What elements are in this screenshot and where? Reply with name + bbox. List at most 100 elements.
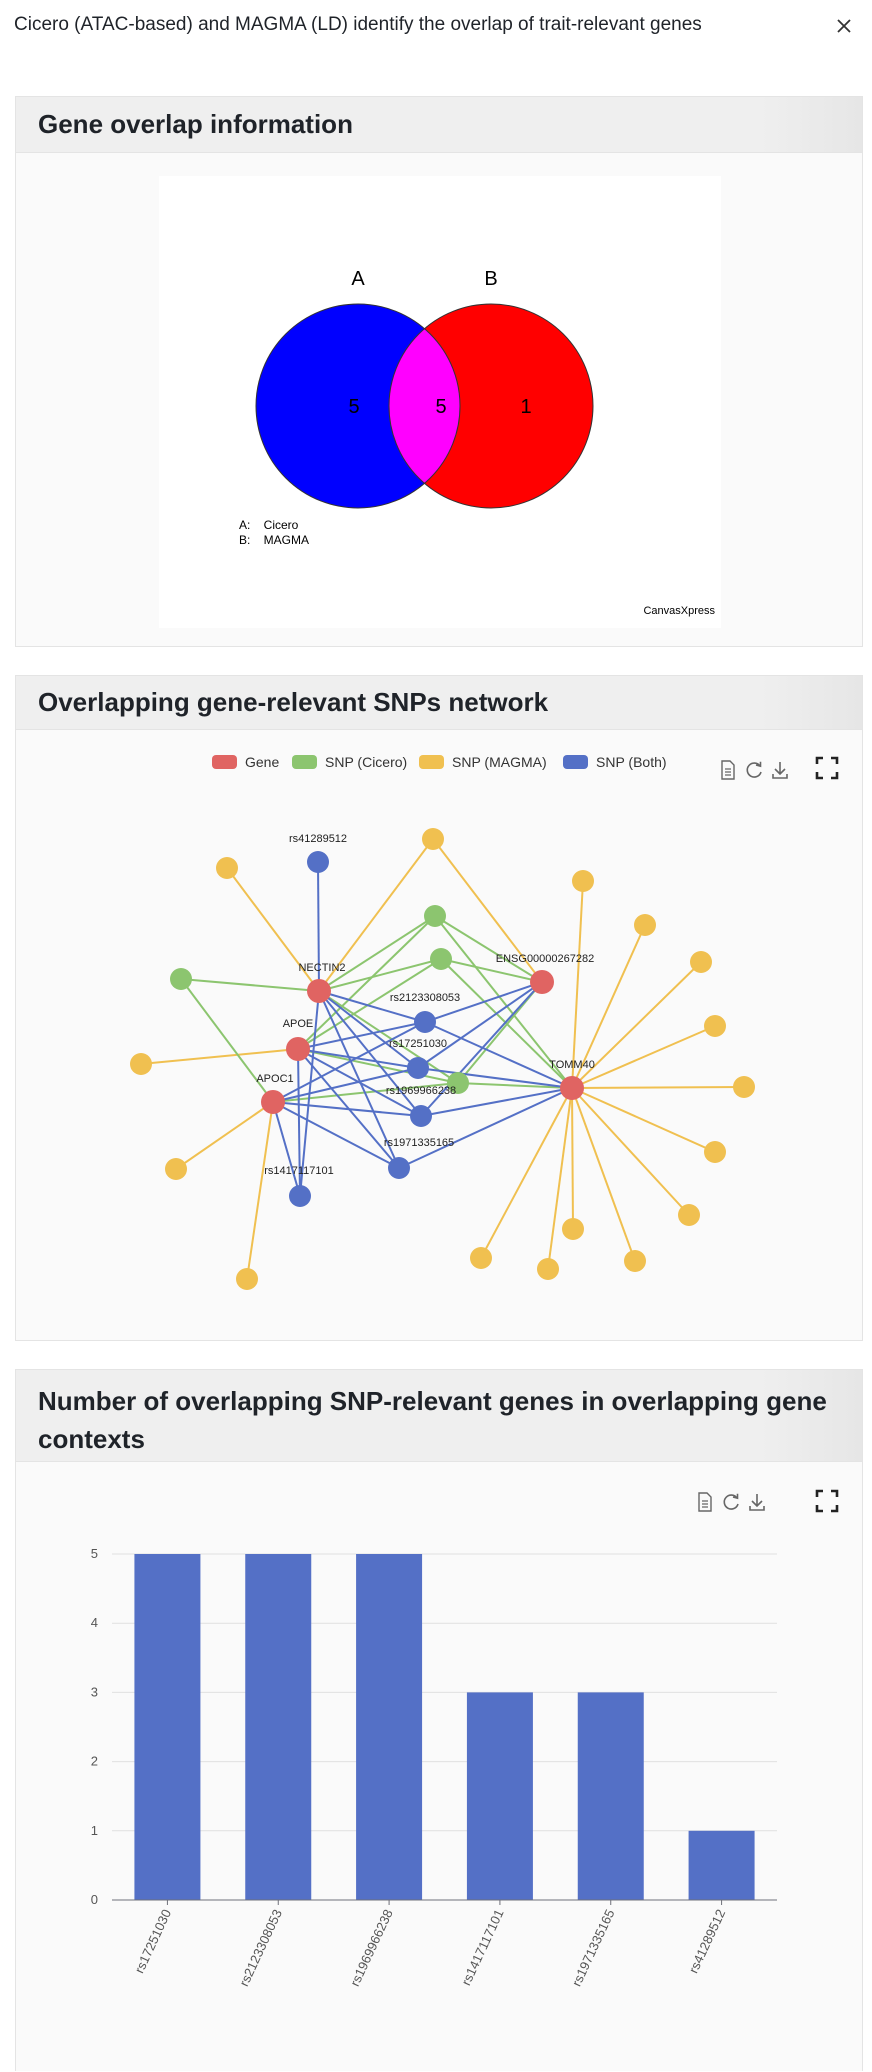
snp-node-rs41289512[interactable]: [307, 851, 329, 873]
snp-magma-node[interactable]: [470, 1247, 492, 1269]
snp-magma-node[interactable]: [678, 1204, 700, 1226]
snp-cicero-node[interactable]: [447, 1072, 469, 1094]
snp-magma-node[interactable]: [216, 857, 238, 879]
gene-node-nectin2[interactable]: [307, 979, 331, 1003]
only-b-count: 1: [520, 396, 531, 418]
node-label-rs1417117101: rs1417117101: [264, 1165, 334, 1177]
snp-magma-node[interactable]: [733, 1076, 755, 1098]
bar-card-title-line1: Number of overlapping SNP-relevant genes…: [38, 1386, 827, 1416]
snp-magma-node[interactable]: [236, 1268, 258, 1290]
snp-node-rs1969966238[interactable]: [410, 1105, 432, 1127]
snp-magma-node[interactable]: [624, 1250, 646, 1272]
snp-magma-node[interactable]: [562, 1218, 584, 1240]
snp-cicero-node[interactable]: [424, 905, 446, 927]
network-legend: Gene SNP (Cicero) SNP (MAGMA) SNP (Both): [212, 754, 667, 770]
snp-magma-node[interactable]: [704, 1015, 726, 1037]
node-label-rs2123308053: rs2123308053: [390, 992, 460, 1004]
snp-magma-node[interactable]: [422, 828, 444, 850]
venn-card: Gene overlap information A B 5 5 1 A: Ci…: [15, 96, 863, 647]
x-tick-label: rs2123308053: [236, 1907, 285, 1989]
venn-diagram: A B 5 5 1 A: Cicero B: MAGMA CanvasXpres…: [159, 176, 721, 628]
snp-node-rs1971335165[interactable]: [388, 1157, 410, 1179]
canvasxpress-brand: CanvasXpress: [643, 605, 715, 617]
overlap-region: [389, 304, 460, 508]
bar-card-title-line2: contexts: [38, 1424, 145, 1454]
snp-node-rs17251030[interactable]: [407, 1057, 429, 1079]
snp-magma-node[interactable]: [634, 914, 656, 936]
bar-rs1969966238[interactable]: [356, 1554, 423, 1900]
restore-icon[interactable]: [744, 760, 764, 780]
x-tick-label: rs1969966238: [347, 1907, 396, 1989]
bar-chart: 0 1 2 3 4 5 rs17251030 rs2123308053 rs1969966238…: [91, 1546, 777, 1989]
legend-b: B: MAGMA: [239, 533, 309, 547]
y-tick-label: 3: [91, 1684, 98, 1699]
snp-magma-node[interactable]: [572, 870, 594, 892]
gene-node-ensg00000267282[interactable]: [530, 970, 554, 994]
modal-title: Cicero (ATAC-based) and MAGMA (LD) ident…: [14, 14, 702, 35]
venn-card-title: Gene overlap information: [38, 109, 353, 139]
bar-restore-icon[interactable]: [721, 1492, 741, 1512]
fullscreen-icon[interactable]: [815, 756, 839, 780]
bar-rs1417117101[interactable]: [466, 1692, 533, 1900]
x-tick-label: rs41289512: [686, 1907, 729, 1976]
network-card-title: Overlapping gene-relevant SNPs network: [38, 687, 549, 717]
bar-rs2123308053[interactable]: [245, 1554, 312, 1900]
close-icon: [837, 19, 851, 33]
y-tick-label: 0: [91, 1892, 98, 1907]
venn-card-header: Gene overlap information: [16, 97, 862, 153]
gene-node-apoc1[interactable]: [261, 1090, 285, 1114]
legend-gene-swatch[interactable]: [212, 755, 237, 769]
snp-magma-node[interactable]: [537, 1258, 559, 1280]
x-tick-label: rs17251030: [132, 1907, 175, 1976]
snp-cicero-node[interactable]: [170, 968, 192, 990]
bar-rs17251030[interactable]: [134, 1554, 201, 1900]
snp-magma-node[interactable]: [704, 1141, 726, 1163]
bar-data-view-icon[interactable]: [696, 1492, 714, 1512]
snp-magma-node[interactable]: [130, 1053, 152, 1075]
network-edges: [140, 838, 745, 1280]
legend-gene-label[interactable]: Gene: [245, 754, 279, 770]
legend-snp-both-label[interactable]: SNP (Both): [596, 754, 667, 770]
legend-snp-magma-label[interactable]: SNP (MAGMA): [452, 754, 547, 770]
bar-download-icon[interactable]: [747, 1492, 767, 1512]
snp-cicero-nodes: [170, 905, 469, 1094]
y-tick-label: 5: [91, 1546, 98, 1561]
only-a-count: 5: [348, 396, 359, 418]
bar-fullscreen-icon[interactable]: [815, 1489, 839, 1513]
node-labels: rs41289512 NECTIN2 APOE APOC1 ENSG000002…: [256, 833, 594, 1177]
y-tick-label: 4: [91, 1615, 98, 1630]
gene-node-apoe[interactable]: [286, 1037, 310, 1061]
bar-card-title: Number of overlapping SNP-relevant genes…: [38, 1382, 840, 1458]
snp-node-rs2123308053[interactable]: [414, 1011, 436, 1033]
node-label-rs1971335165: rs1971335165: [384, 1137, 454, 1149]
legend-snp-cicero-label[interactable]: SNP (Cicero): [325, 754, 407, 770]
network-card: Overlapping gene-relevant SNPs network G…: [15, 675, 863, 1341]
node-label-rs41289512: rs41289512: [289, 833, 347, 845]
snp-cicero-node[interactable]: [430, 948, 452, 970]
legend-snp-both-swatch[interactable]: [563, 755, 588, 769]
legend-a: A: Cicero: [239, 518, 299, 532]
network-card-header: Overlapping gene-relevant SNPs network: [16, 676, 862, 730]
bar-rs1971335165[interactable]: [577, 1692, 644, 1900]
data-view-icon[interactable]: [719, 760, 737, 780]
download-icon[interactable]: [770, 760, 790, 780]
set-b-label: B: [484, 268, 497, 290]
node-label-nectin2: NECTIN2: [298, 962, 345, 974]
x-tick-label: rs1417117101: [458, 1907, 506, 1988]
legend-snp-cicero-swatch[interactable]: [292, 755, 317, 769]
bar-card: Number of overlapping SNP-relevant genes…: [15, 1369, 863, 2071]
x-tick-label: rs1971335165: [569, 1907, 618, 1989]
y-tick-label: 1: [91, 1823, 98, 1838]
snp-node-rs1417117101[interactable]: [289, 1185, 311, 1207]
snp-magma-node[interactable]: [165, 1158, 187, 1180]
snp-magma-node[interactable]: [690, 951, 712, 973]
legend-snp-magma-swatch[interactable]: [419, 755, 444, 769]
network-graph[interactable]: Gene SNP (Cicero) SNP (MAGMA) SNP (Both): [16, 731, 864, 1331]
snp-both-nodes: [289, 851, 436, 1207]
close-button[interactable]: [830, 12, 858, 40]
y-tick-label: 2: [91, 1754, 98, 1769]
node-label-tomm40: TOMM40: [549, 1059, 595, 1071]
gene-node-tomm40[interactable]: [560, 1076, 584, 1100]
bar-rs41289512[interactable]: [688, 1830, 755, 1900]
set-a-label: A: [351, 268, 365, 290]
